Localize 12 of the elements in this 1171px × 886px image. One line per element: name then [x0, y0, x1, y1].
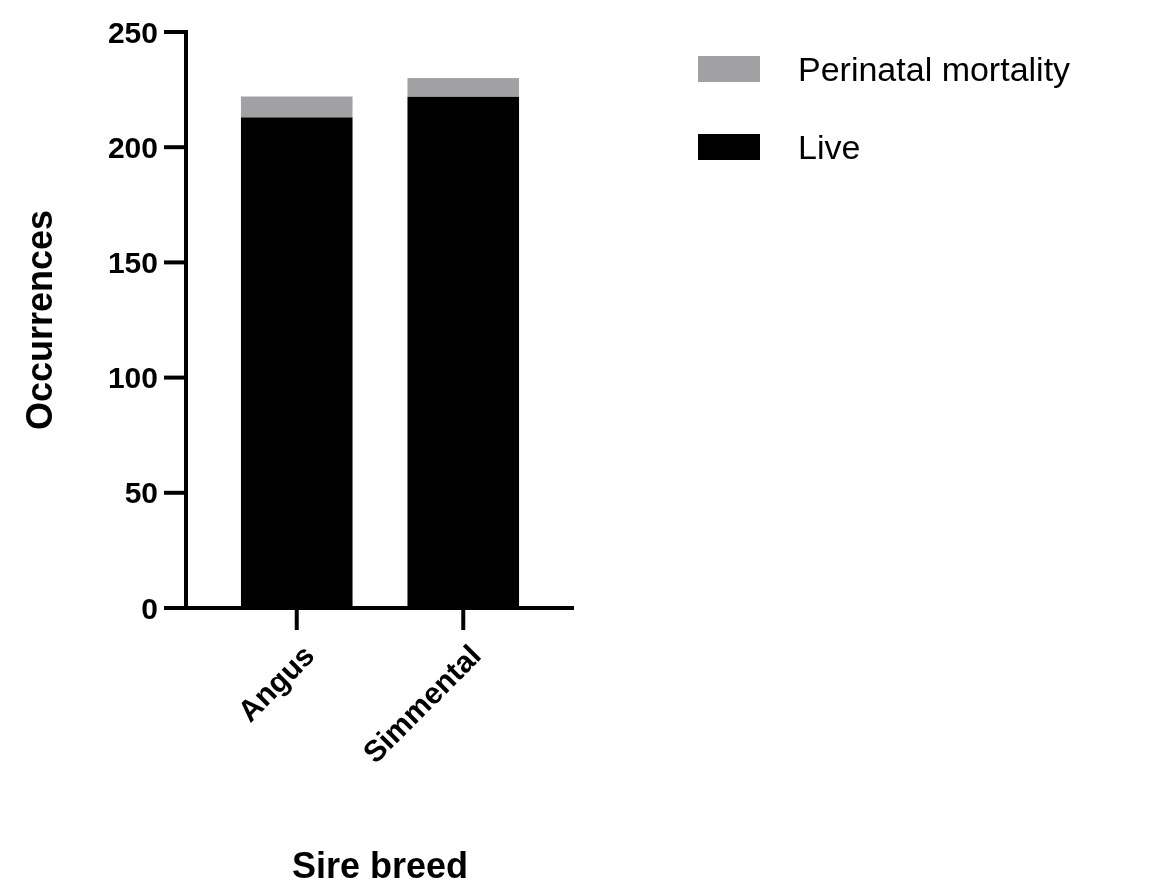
- bar: [407, 78, 520, 97]
- legend-label: Live: [798, 127, 861, 166]
- y-tick-label: 50: [124, 476, 158, 510]
- y-tick-label: 250: [107, 15, 158, 49]
- y-tick-label: 200: [107, 130, 158, 164]
- x-axis-title: Sire breed: [291, 845, 469, 886]
- y-tick-label: 100: [107, 361, 158, 395]
- legend-label: Perinatal mortality: [798, 49, 1071, 88]
- y-axis-title: Occurrences: [19, 209, 60, 431]
- y-tick-label: 0: [141, 591, 158, 625]
- bar: [240, 96, 353, 118]
- y-tick-label: 150: [107, 245, 158, 279]
